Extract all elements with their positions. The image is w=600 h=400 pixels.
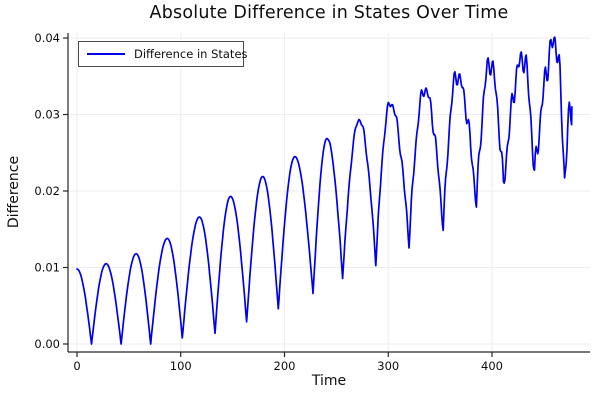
legend-line-sample	[87, 53, 125, 55]
y-tick-label: 0.02	[34, 184, 60, 198]
legend: Difference in States	[78, 41, 248, 67]
series-line	[76, 36, 573, 345]
x-tick-label: 200	[274, 359, 296, 373]
x-tick-label: 100	[170, 359, 192, 373]
chart-title: Absolute Difference in States Over Time	[149, 3, 509, 23]
y-tick-label: 0.01	[34, 261, 60, 275]
x-axis-label: Time	[311, 373, 347, 389]
x-tick-label: 400	[481, 359, 503, 373]
y-tick-label: 0.04	[34, 31, 60, 45]
y-tick-label: 0.03	[34, 108, 60, 122]
legend-label: Difference in States	[134, 47, 248, 61]
y-axis-label: Difference	[6, 155, 22, 229]
x-tick-label: 0	[73, 359, 80, 373]
x-tick-label: 300	[377, 359, 399, 373]
y-tick-label: 0.00	[34, 337, 60, 351]
